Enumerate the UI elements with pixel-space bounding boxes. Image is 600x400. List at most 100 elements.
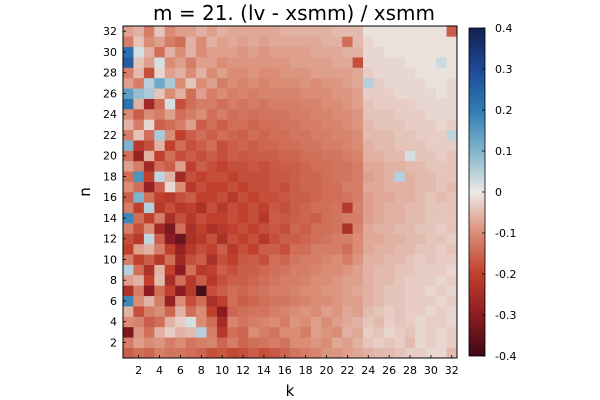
heatmap-cell bbox=[415, 150, 426, 162]
heatmap-cell bbox=[352, 192, 364, 203]
x-tick-label: 2 bbox=[135, 364, 142, 377]
heatmap-cell bbox=[342, 160, 353, 172]
heatmap-cell bbox=[394, 337, 406, 348]
heatmap-cell bbox=[196, 243, 207, 255]
heatmap-cell bbox=[269, 129, 280, 141]
heatmap-cell bbox=[352, 88, 364, 99]
heatmap-cell bbox=[123, 109, 134, 120]
heatmap-cell bbox=[352, 295, 364, 307]
heatmap-cell bbox=[352, 150, 364, 162]
heatmap-cell bbox=[133, 129, 145, 141]
heatmap-cell bbox=[321, 36, 333, 48]
heatmap-cell bbox=[279, 212, 291, 224]
heatmap-cell bbox=[133, 119, 145, 131]
heatmap-cell bbox=[446, 160, 458, 172]
heatmap-cell bbox=[258, 88, 270, 99]
heatmap-cell bbox=[373, 285, 385, 297]
heatmap-cell bbox=[258, 202, 270, 214]
heatmap-cell bbox=[436, 171, 447, 182]
heatmap-cell bbox=[164, 243, 176, 255]
heatmap-cell bbox=[310, 326, 322, 338]
heatmap-cell bbox=[154, 57, 166, 68]
heatmap-cell bbox=[373, 233, 385, 245]
heatmap-cell bbox=[363, 129, 374, 141]
heatmap-cell bbox=[415, 129, 426, 141]
heatmap-cell bbox=[175, 109, 186, 120]
heatmap-cell bbox=[300, 233, 312, 245]
heatmap-cell bbox=[436, 36, 447, 48]
heatmap-cell bbox=[143, 57, 155, 68]
heatmap-cell bbox=[279, 119, 291, 131]
heatmap-cell bbox=[300, 109, 312, 120]
y-tick-label: 28 bbox=[103, 67, 117, 80]
heatmap-cell bbox=[404, 243, 416, 255]
heatmap-cell bbox=[404, 316, 416, 328]
heatmap-cell bbox=[133, 306, 145, 317]
heatmap-cell bbox=[143, 140, 155, 151]
heatmap-cell bbox=[258, 326, 270, 338]
heatmap-cell bbox=[164, 119, 176, 131]
heatmap-cell bbox=[154, 295, 166, 307]
heatmap-cell bbox=[404, 285, 416, 297]
heatmap-cell bbox=[206, 119, 218, 131]
heatmap-cell bbox=[310, 119, 322, 131]
heatmap-cell bbox=[258, 140, 270, 151]
heatmap-cell bbox=[425, 316, 437, 328]
x-tick-label: 20 bbox=[320, 364, 334, 377]
heatmap-cell bbox=[143, 275, 155, 286]
heatmap-cell bbox=[237, 46, 249, 58]
heatmap-cell bbox=[185, 171, 197, 182]
heatmap-cell bbox=[436, 202, 447, 214]
heatmap-cell bbox=[196, 264, 207, 276]
heatmap-cell bbox=[373, 26, 385, 37]
heatmap-cell bbox=[415, 202, 426, 214]
heatmap-cell bbox=[290, 119, 301, 131]
heatmap-cell bbox=[164, 150, 176, 162]
heatmap-cell bbox=[331, 150, 343, 162]
heatmap-cell bbox=[342, 285, 353, 297]
heatmap-cell bbox=[185, 295, 197, 307]
heatmap-cell bbox=[185, 26, 197, 37]
heatmap-cell bbox=[290, 337, 301, 348]
colorbar-tick-label: -0.3 bbox=[495, 309, 516, 322]
heatmap-cell bbox=[269, 150, 280, 162]
heatmap-cell bbox=[269, 202, 280, 214]
heatmap-cell bbox=[216, 192, 228, 203]
heatmap-cell bbox=[373, 212, 385, 224]
heatmap-cell bbox=[154, 129, 166, 141]
heatmap-cell bbox=[383, 337, 395, 348]
heatmap-cell bbox=[436, 150, 447, 162]
heatmap-cell bbox=[279, 46, 291, 58]
heatmap-cell bbox=[342, 316, 353, 328]
heatmap-cell bbox=[363, 337, 374, 348]
heatmap-cell bbox=[415, 254, 426, 265]
heatmap-cell bbox=[175, 57, 186, 68]
heatmap-cell bbox=[227, 212, 239, 224]
heatmap-cell bbox=[352, 181, 364, 193]
heatmap-cell bbox=[383, 223, 395, 234]
heatmap-cell bbox=[133, 36, 145, 48]
heatmap-cell bbox=[363, 150, 374, 162]
heatmap-cell bbox=[133, 150, 145, 162]
heatmap-cell bbox=[321, 243, 333, 255]
heatmap-cell bbox=[352, 109, 364, 120]
heatmap-cell bbox=[133, 347, 145, 359]
heatmap-cell bbox=[300, 264, 312, 276]
heatmap-cell bbox=[164, 202, 176, 214]
heatmap-cell bbox=[196, 26, 207, 37]
heatmap-cell bbox=[342, 88, 353, 99]
heatmap-cell bbox=[279, 192, 291, 203]
heatmap-cell bbox=[248, 243, 259, 255]
heatmap-cell bbox=[248, 119, 259, 131]
heatmap-cell bbox=[446, 88, 458, 99]
heatmap-cell bbox=[133, 243, 145, 255]
x-tick-label: 26 bbox=[382, 364, 396, 377]
x-tick-label: 18 bbox=[299, 364, 313, 377]
heatmap-cell bbox=[352, 57, 364, 68]
heatmap-cell bbox=[196, 337, 207, 348]
heatmap-cell bbox=[290, 316, 301, 328]
heatmap-cell bbox=[175, 306, 186, 317]
heatmap-cell bbox=[227, 77, 239, 89]
heatmap-cell bbox=[331, 264, 343, 276]
heatmap-cell bbox=[321, 337, 333, 348]
